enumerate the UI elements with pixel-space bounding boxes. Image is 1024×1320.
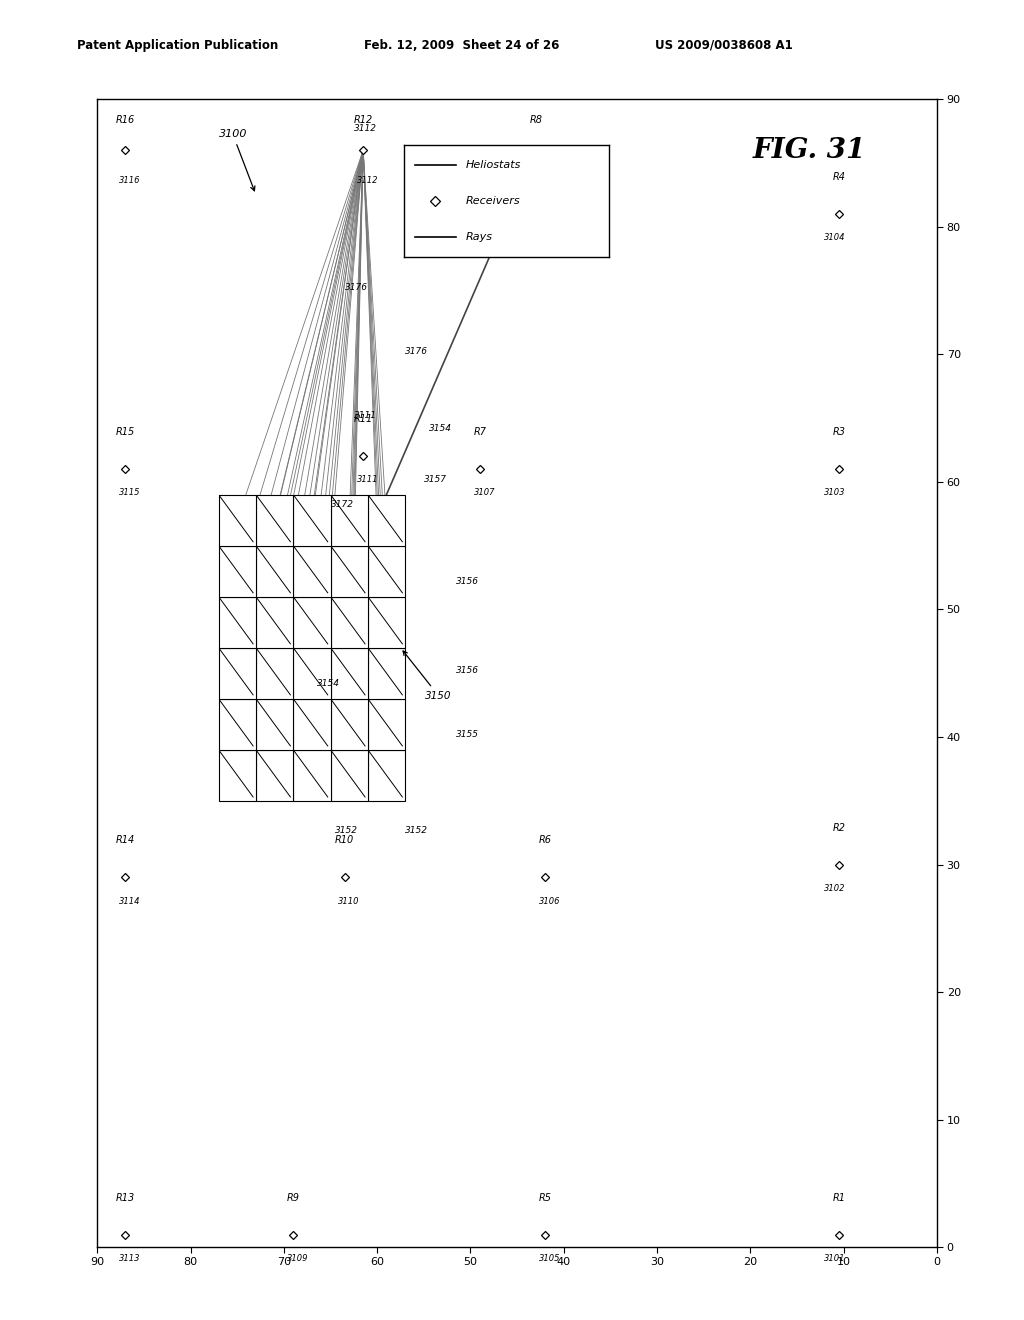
Bar [256, 545, 293, 597]
Text: R11: R11 [353, 414, 373, 424]
Text: R2: R2 [833, 822, 846, 833]
Text: R12: R12 [353, 115, 373, 124]
Text: R15: R15 [116, 428, 135, 437]
Text: 3107: 3107 [474, 488, 496, 498]
Text: 3104: 3104 [823, 232, 845, 242]
Text: R4: R4 [833, 172, 846, 182]
Text: Receivers: Receivers [466, 197, 520, 206]
Bar [331, 698, 368, 750]
Bar [293, 750, 331, 801]
Bar [293, 648, 331, 698]
Text: 3152: 3152 [335, 826, 358, 834]
Bar [256, 495, 293, 545]
Text: R14: R14 [116, 836, 135, 845]
Bar [331, 545, 368, 597]
Text: 3112: 3112 [354, 124, 377, 133]
Text: 3111: 3111 [354, 411, 377, 420]
Text: R8: R8 [529, 115, 543, 124]
Text: R16: R16 [116, 115, 135, 124]
Text: 3152: 3152 [406, 826, 428, 834]
Text: 3176: 3176 [406, 347, 428, 356]
Bar [256, 698, 293, 750]
Bar [293, 545, 331, 597]
Text: 3154: 3154 [428, 424, 452, 433]
Text: 3114: 3114 [119, 896, 140, 906]
Bar [218, 545, 256, 597]
Bar [368, 545, 406, 597]
Text: R13: R13 [116, 1193, 135, 1203]
Text: 3176: 3176 [344, 284, 368, 293]
Bar [256, 597, 293, 648]
Text: 3111: 3111 [357, 475, 379, 484]
Text: Heliostats: Heliostats [466, 161, 521, 170]
Text: 3102: 3102 [823, 884, 845, 892]
Text: 3100: 3100 [218, 129, 255, 191]
Bar [331, 597, 368, 648]
Text: 3101: 3101 [823, 1254, 845, 1263]
Text: 3105: 3105 [539, 1254, 560, 1263]
Text: R10: R10 [335, 836, 354, 845]
Bar [218, 648, 256, 698]
Text: 3172: 3172 [331, 500, 353, 510]
Bar [218, 597, 256, 648]
Text: Rays: Rays [466, 232, 493, 242]
Text: 3109: 3109 [287, 1254, 308, 1263]
Text: 3113: 3113 [119, 1254, 140, 1263]
Bar [256, 750, 293, 801]
Text: 3155: 3155 [457, 730, 479, 739]
Text: R1: R1 [833, 1193, 846, 1203]
Bar [368, 648, 406, 698]
Bar [293, 495, 331, 545]
Bar [368, 750, 406, 801]
Text: R3: R3 [833, 428, 846, 437]
Text: 3156: 3156 [457, 577, 479, 586]
Text: 3103: 3103 [823, 488, 845, 498]
Bar [368, 495, 406, 545]
Bar [218, 750, 256, 801]
Text: 3150: 3150 [403, 651, 452, 701]
Text: 3106: 3106 [539, 896, 560, 906]
Text: R5: R5 [539, 1193, 552, 1203]
Text: Feb. 12, 2009  Sheet 24 of 26: Feb. 12, 2009 Sheet 24 of 26 [364, 38, 559, 51]
Text: R7: R7 [473, 428, 486, 437]
Text: 3112: 3112 [357, 176, 379, 185]
Text: FIG. 31: FIG. 31 [753, 137, 866, 165]
Bar [368, 597, 406, 648]
Text: 3110: 3110 [339, 896, 359, 906]
Text: 3156: 3156 [457, 667, 479, 676]
Bar [218, 698, 256, 750]
Bar [256, 648, 293, 698]
Bar [293, 698, 331, 750]
Bar [331, 495, 368, 545]
Text: Patent Application Publication: Patent Application Publication [77, 38, 279, 51]
Text: 3157: 3157 [424, 475, 446, 484]
Text: 3115: 3115 [119, 488, 140, 498]
Text: R6: R6 [539, 836, 552, 845]
Text: R9: R9 [287, 1193, 300, 1203]
Text: 3116: 3116 [119, 176, 140, 185]
Text: US 2009/0038608 A1: US 2009/0038608 A1 [655, 38, 794, 51]
Text: 3108: 3108 [529, 176, 551, 185]
Bar [331, 750, 368, 801]
Bar [331, 648, 368, 698]
Bar [293, 597, 331, 648]
Bar [218, 495, 256, 545]
Bar [368, 698, 406, 750]
Text: 3154: 3154 [316, 678, 340, 688]
